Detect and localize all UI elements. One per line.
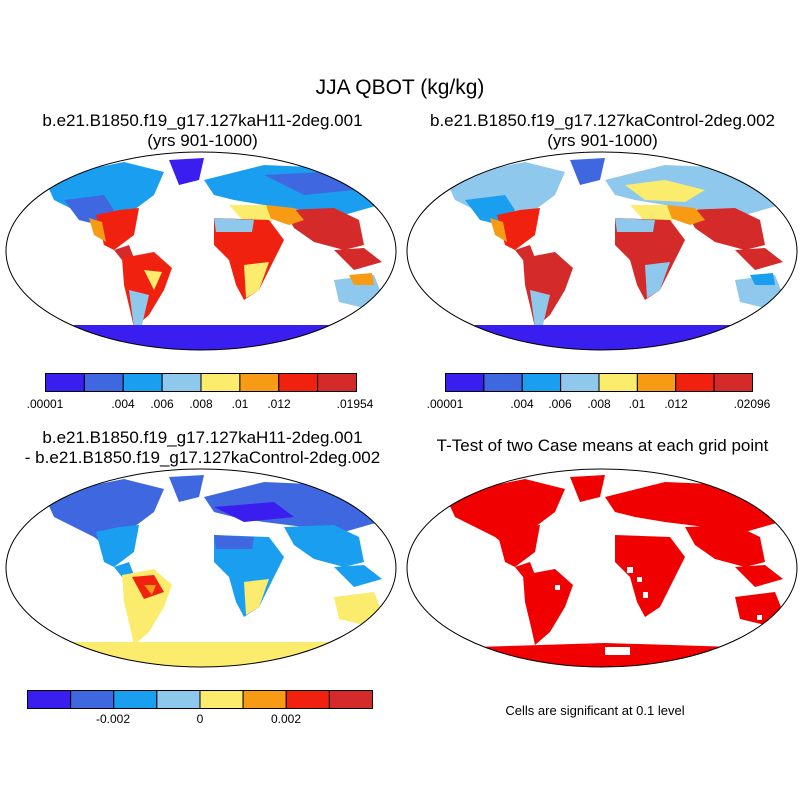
colorbar-box [122,373,163,392]
map-1-land [44,158,384,350]
colorbar-2-boxes [445,373,753,392]
colorbar-h11 [45,373,357,392]
colorbar-box [521,373,562,392]
panel-2-title-line1: b.e21.B1850.f19_g17.127kaControl-2deg.00… [429,111,775,130]
map-t-test [406,468,798,668]
panel-3-title: b.e21.B1850.f19_g17.127kaH11-2deg.001 - … [0,428,405,468]
colorbar-box [161,373,202,392]
panel-1-title: b.e21.B1850.f19_g17.127kaH11-2deg.001 (y… [5,111,400,151]
significance-note: Cells are significant at 0.1 level [505,703,685,718]
panel-1-title-line2: (yrs 901-1000) [147,131,258,150]
colorbar-box [598,373,638,392]
colorbar-3-label: -0.002 [95,712,131,726]
colorbar-3-boxes [27,690,373,709]
colorbar-box [285,690,330,709]
colorbar-box [45,373,85,392]
colorbar-1-label: .01 [231,397,249,411]
colorbar-box [113,690,158,709]
map-control-mean [406,151,798,351]
colorbar-box [70,690,115,709]
main-title: JJA QBOT (kg/kg) [315,76,485,99]
colorbar-box [199,690,244,709]
colorbar-box [278,373,319,392]
colorbar-box [636,373,677,392]
colorbar-1-label: .004 [111,397,135,411]
panel-2-title: b.e21.B1850.f19_g17.127kaControl-2deg.00… [405,111,800,151]
colorbar-1-boxes [45,373,357,392]
colorbar-2-label: .012 [664,397,688,411]
colorbar-box [242,690,287,709]
colorbar-box [200,373,241,392]
panel-4-title: T-Test of two Case means at each grid po… [405,436,800,456]
colorbar-1-label: .008 [189,397,213,411]
panel-2-title-line2: (yrs 901-1000) [547,131,658,150]
colorbar-2-label: .01 [628,397,646,411]
colorbar-2-label: .004 [510,397,534,411]
colorbar-1-label: .012 [267,397,291,411]
map-h11-mean [5,151,397,351]
panel-1-title-line1: b.e21.B1850.f19_g17.127kaH11-2deg.001 [42,111,363,130]
panel-4-title-line1: T-Test of two Case means at each grid po… [436,436,769,455]
colorbar-box [317,373,357,392]
colorbar-control [445,373,753,392]
colorbar-box [83,373,124,392]
colorbar-box [560,373,600,392]
colorbar-box [483,373,523,392]
colorbar-box [713,373,753,392]
colorbar-3-label: 0.002 [270,712,302,726]
colorbar-2-label: .00001 [426,397,464,411]
colorbar-box [239,373,280,392]
colorbar-box [445,373,485,392]
colorbar-1-label: .01954 [336,397,374,411]
colorbar-3-label: 0 [196,712,204,726]
map-difference [5,468,397,668]
colorbar-difference [27,690,373,709]
colorbar-1-label: .00001 [26,397,64,411]
colorbar-1-label: .006 [150,397,174,411]
panel-3-title-line1: b.e21.B1850.f19_g17.127kaH11-2deg.001 [42,428,363,447]
colorbar-2-label: .008 [587,397,611,411]
colorbar-box [328,690,373,709]
panel-3-title-line2: - b.e21.B1850.f19_g17.127kaControl-2deg.… [24,448,381,467]
colorbar-2-label: .02096 [733,397,771,411]
colorbar-2-label: .006 [548,397,572,411]
colorbar-box [156,690,201,709]
colorbar-box [675,373,715,392]
colorbar-box [27,690,72,709]
